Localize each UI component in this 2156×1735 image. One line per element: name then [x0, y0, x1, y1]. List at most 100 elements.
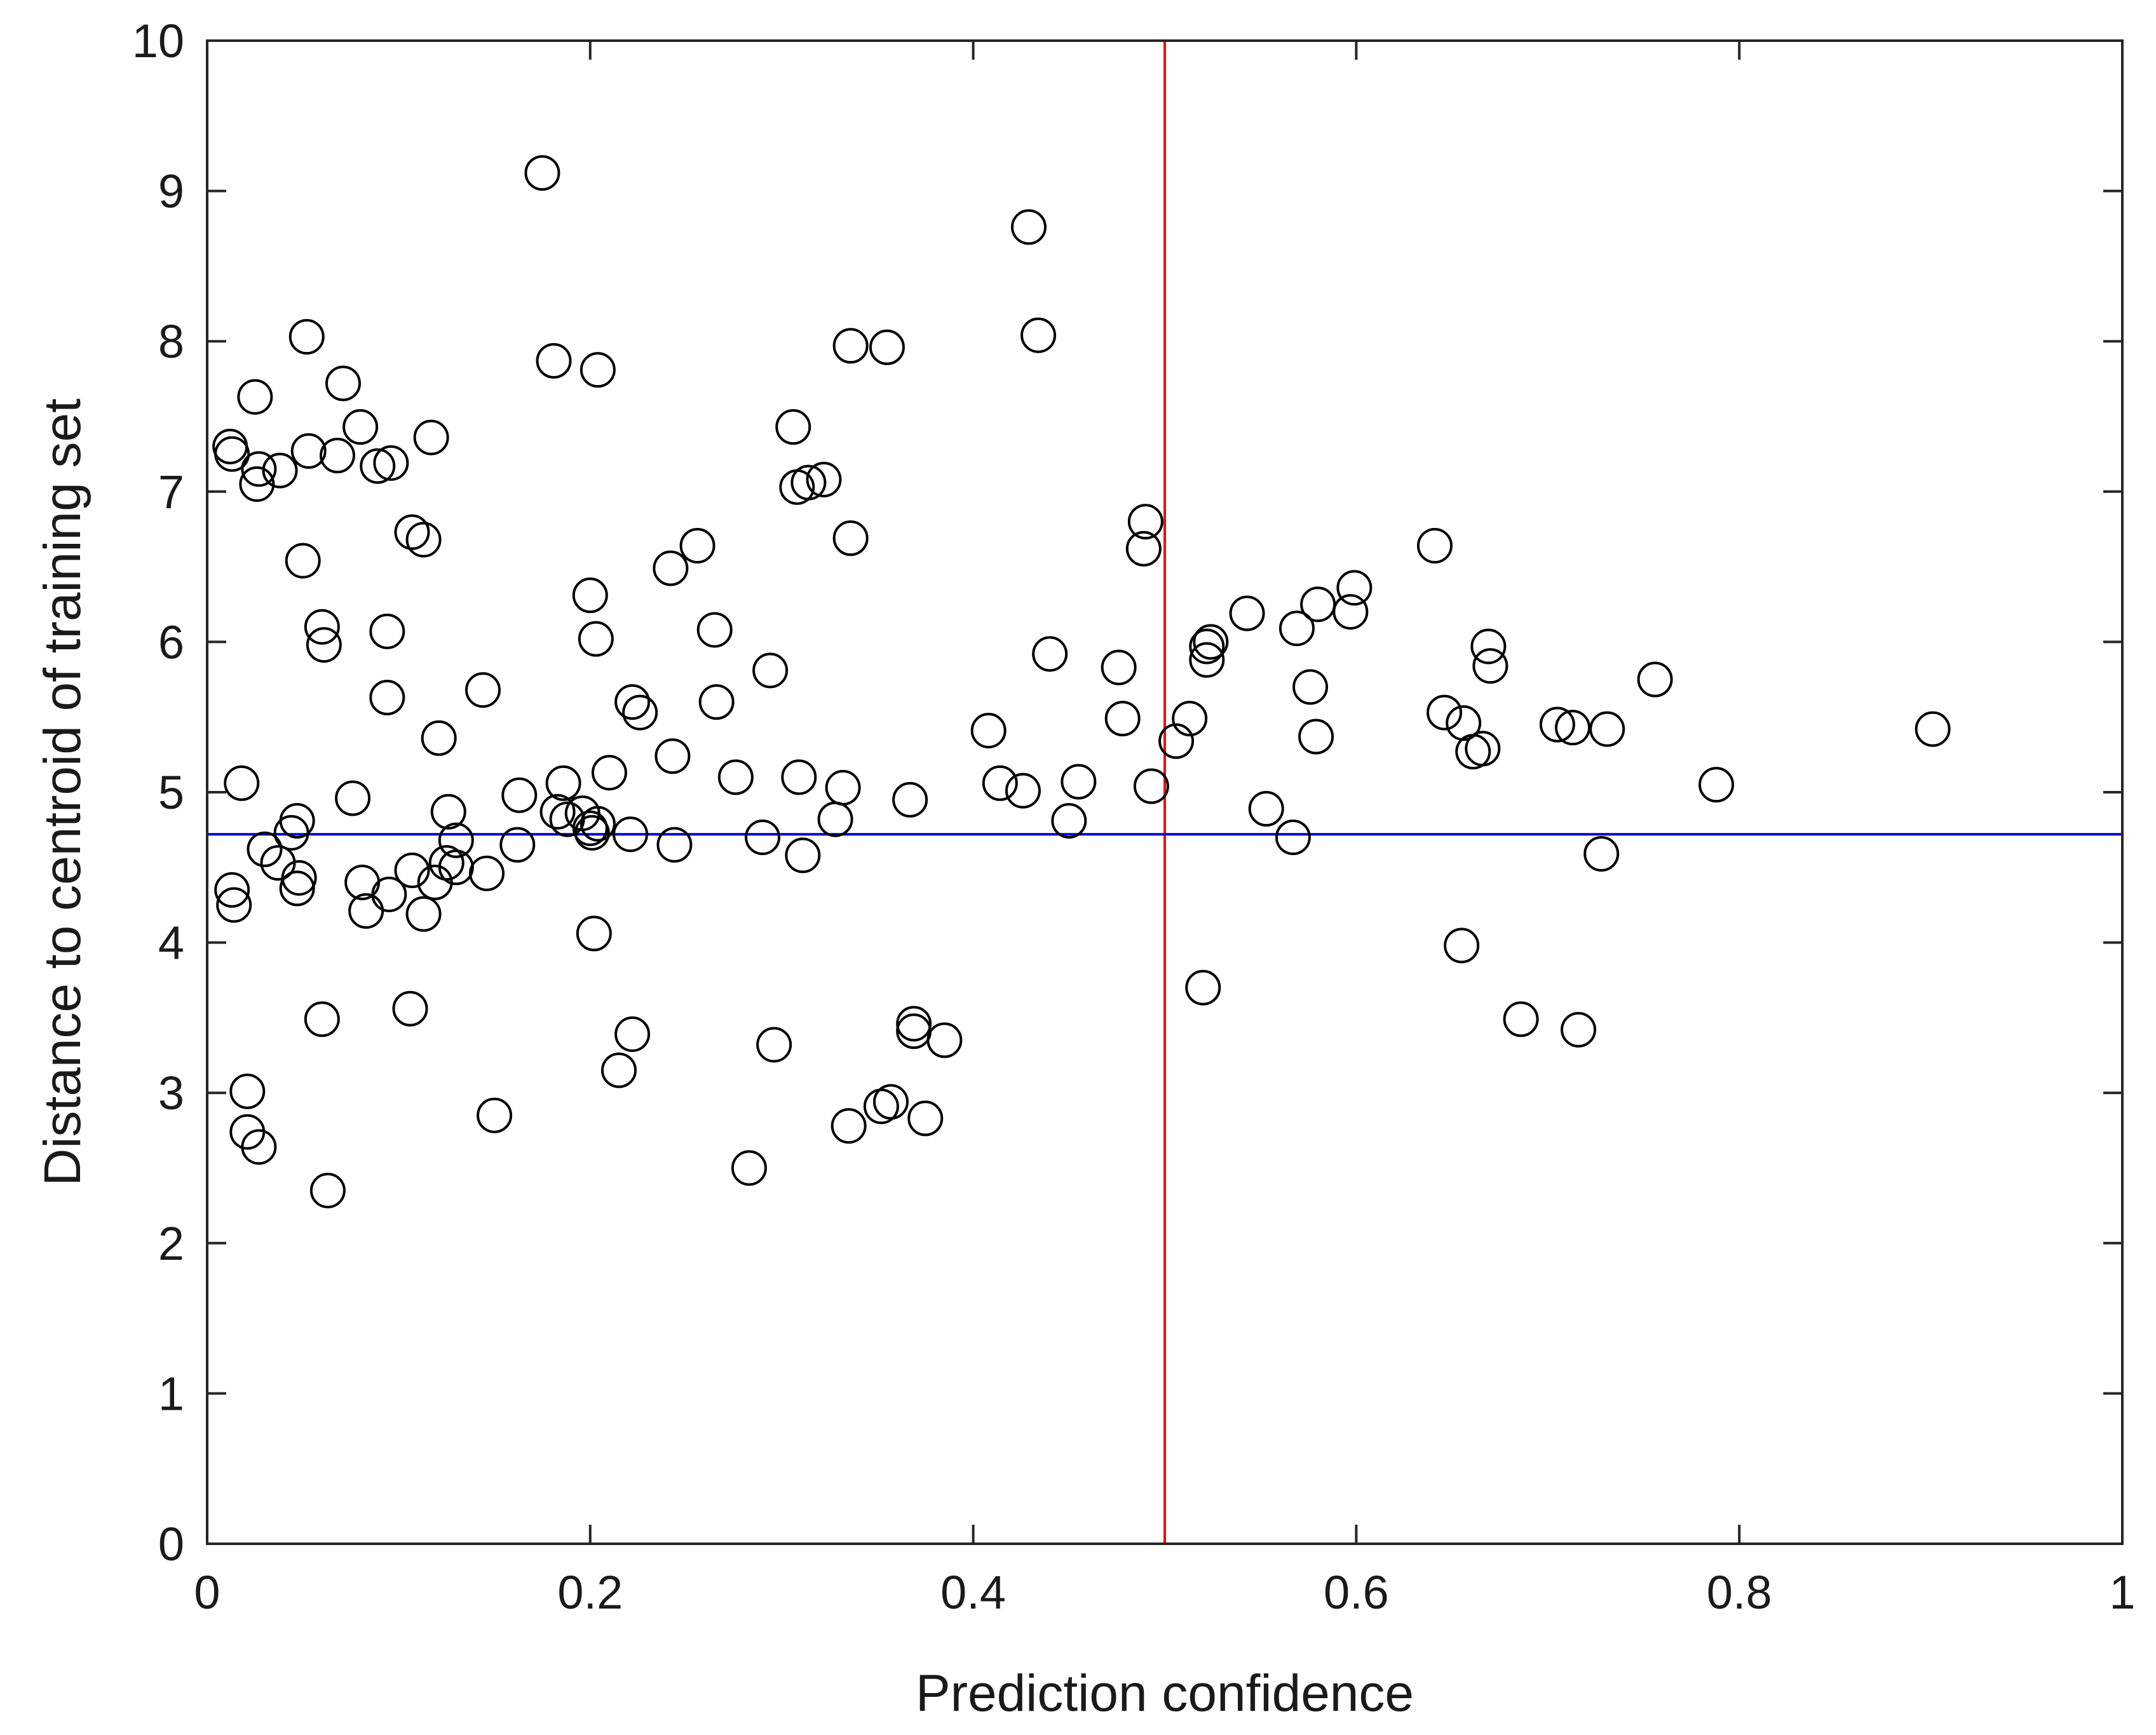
data-point [539, 793, 576, 830]
data-point [369, 679, 405, 715]
x-tick-labels: 0 0.2 0.4 0.6 0.8 1 [194, 1566, 2135, 1619]
x-axis-label: Prediction confidence [916, 1664, 1414, 1722]
x-tick-label: 0.4 [940, 1566, 1006, 1619]
data-point [1032, 636, 1068, 672]
data-point [1539, 706, 1575, 743]
data-point [1427, 694, 1463, 731]
y-tick-label: 8 [158, 315, 184, 368]
data-point [653, 550, 689, 586]
data-point [1444, 928, 1480, 964]
data-point [1637, 661, 1673, 698]
data-point [1101, 649, 1137, 685]
data-point [430, 793, 466, 830]
data-point [421, 720, 457, 756]
y-tick-label: 5 [158, 766, 184, 819]
y-tick-label: 2 [158, 1217, 184, 1270]
data-point [1189, 642, 1225, 678]
data-point [1561, 1011, 1597, 1048]
x-tick-label: 0.2 [557, 1566, 623, 1619]
data-point [405, 522, 442, 558]
data-point [335, 780, 371, 816]
data-point [1248, 791, 1284, 827]
reference-lines [207, 41, 2122, 1544]
data-point [1127, 504, 1163, 540]
data-point [806, 461, 842, 497]
data-point [1698, 767, 1735, 803]
data-point [288, 319, 325, 355]
data-point [1051, 802, 1087, 839]
data-point [394, 514, 430, 550]
data-point [696, 612, 733, 648]
y-axis-label: Distance to centroid of training set [34, 398, 92, 1186]
data-point [926, 1022, 963, 1058]
data-point [731, 1150, 767, 1186]
data-point [717, 759, 754, 795]
data-point [1020, 317, 1057, 353]
data-point [319, 438, 355, 474]
data-point [394, 853, 430, 889]
data-point [1332, 594, 1369, 630]
data-point [831, 1108, 867, 1144]
data-point [392, 990, 428, 1027]
data-point [1465, 731, 1501, 767]
data-point [469, 855, 505, 891]
data-point [752, 652, 789, 689]
data-point [613, 816, 649, 853]
data-point [580, 806, 616, 842]
data-point [304, 1001, 340, 1037]
data-point [309, 1172, 346, 1208]
data-point [832, 520, 869, 557]
data-point [1278, 611, 1315, 647]
data-point [477, 1097, 513, 1133]
data-point [578, 621, 614, 657]
axis-ticks [206, 39, 2124, 1545]
data-point [1416, 527, 1453, 564]
data-point [545, 765, 581, 801]
data-point [285, 543, 321, 579]
data-point [1185, 969, 1221, 1006]
data-point [982, 765, 1018, 801]
data-point [970, 712, 1007, 748]
x-tick-label: 0.6 [1324, 1566, 1389, 1619]
y-tick-label: 6 [158, 616, 184, 668]
data-point [1503, 1001, 1539, 1037]
data-point [1005, 773, 1041, 809]
y-tick-labels: 0 1 2 3 4 5 6 7 8 9 10 [132, 15, 184, 1570]
data-point [224, 765, 260, 801]
data-point [869, 329, 905, 365]
data-point [572, 577, 608, 614]
data-point [1298, 719, 1334, 755]
data-point [371, 876, 407, 912]
data-point [1589, 711, 1625, 747]
data-point [1275, 819, 1311, 855]
data-point [654, 738, 691, 774]
data-point [279, 870, 315, 907]
data-point [1583, 836, 1620, 872]
data-point [214, 436, 250, 472]
data-point [360, 448, 396, 484]
data-point [405, 896, 442, 932]
scatter-points [212, 155, 1951, 1208]
data-point [745, 819, 781, 855]
data-point [1193, 624, 1229, 660]
data-point [785, 837, 821, 874]
data-point [1292, 669, 1329, 705]
data-point [1472, 648, 1509, 684]
data-point [1011, 209, 1047, 245]
data-point [698, 684, 735, 720]
data-point [501, 777, 538, 813]
data-point [614, 684, 651, 720]
data-point [325, 365, 361, 402]
data-point [239, 466, 275, 502]
data-point [1172, 701, 1208, 737]
data-point [304, 609, 340, 645]
data-point [465, 672, 501, 708]
data-point [756, 1027, 792, 1063]
data-point [241, 451, 277, 487]
x-tick-label: 1 [2109, 1566, 2135, 1619]
x-tick-label: 0.8 [1707, 1566, 1772, 1619]
y-tick-label: 10 [132, 15, 184, 67]
data-point [1189, 628, 1225, 665]
data-point [229, 1073, 266, 1109]
data-point [601, 1052, 637, 1088]
